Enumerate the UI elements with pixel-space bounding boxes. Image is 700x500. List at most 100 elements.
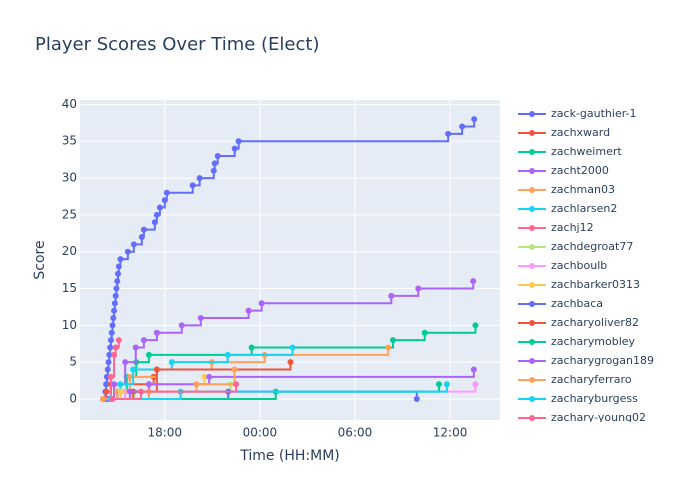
data-point xyxy=(117,256,124,263)
legend-marker xyxy=(529,301,535,307)
y-tick-label: 10 xyxy=(62,318,77,332)
legend-label: zacharymobley xyxy=(551,335,636,348)
data-point xyxy=(105,359,112,366)
legend-marker xyxy=(529,111,535,117)
data-point xyxy=(103,388,110,395)
legend-label: zachlarsen2 xyxy=(551,202,617,215)
legend-label: zachj12 xyxy=(551,221,594,234)
data-point xyxy=(421,329,428,336)
data-point xyxy=(388,292,395,299)
x-tick-label: 06:00 xyxy=(338,426,373,440)
data-point xyxy=(106,351,113,358)
data-point xyxy=(470,366,477,373)
legend-marker xyxy=(529,415,535,421)
legend-marker xyxy=(529,377,535,383)
data-point xyxy=(470,278,477,285)
data-point xyxy=(258,300,265,307)
x-tick-label: 12:00 xyxy=(433,426,468,440)
data-point xyxy=(109,322,116,329)
data-point xyxy=(390,337,397,344)
data-point xyxy=(413,396,420,403)
data-point xyxy=(178,322,185,329)
data-point xyxy=(287,359,294,366)
data-point xyxy=(248,344,255,351)
data-point xyxy=(111,307,118,314)
data-point xyxy=(385,344,392,351)
data-point xyxy=(111,351,118,358)
data-point xyxy=(138,388,145,395)
data-point xyxy=(196,175,203,182)
data-point xyxy=(197,314,204,321)
data-point xyxy=(231,145,238,152)
data-point xyxy=(124,248,131,255)
x-tick-label: 18:00 xyxy=(147,426,182,440)
data-point xyxy=(113,285,120,292)
data-point xyxy=(435,381,442,388)
data-point xyxy=(201,373,208,380)
data-point xyxy=(235,138,242,145)
legend-marker xyxy=(529,282,535,288)
legend-label: zacht2000 xyxy=(551,164,609,177)
data-point xyxy=(231,366,238,373)
legend-label: zachxward xyxy=(551,126,610,139)
legend-label: zachdegroat77 xyxy=(551,240,633,253)
data-point xyxy=(153,366,160,373)
legend-label: zachman03 xyxy=(551,183,615,196)
y-tick-label: 15 xyxy=(62,281,77,295)
data-point xyxy=(472,381,479,388)
legend-marker xyxy=(529,358,535,364)
data-point xyxy=(109,396,116,403)
legend-label: zacharyferraro xyxy=(551,373,632,386)
data-point xyxy=(445,130,452,137)
y-tick-label: 5 xyxy=(69,355,77,369)
data-point xyxy=(211,160,218,167)
x-axis-title: Time (HH:MM) xyxy=(239,448,340,464)
data-point xyxy=(115,270,122,277)
data-point xyxy=(443,381,450,388)
legend-marker xyxy=(529,130,535,136)
data-point xyxy=(415,285,422,292)
x-tick-label: 00:00 xyxy=(243,426,278,440)
data-point xyxy=(153,211,160,218)
data-point xyxy=(117,381,124,388)
legend-label: zacharyburgess xyxy=(551,392,638,405)
data-point xyxy=(471,116,478,123)
data-point xyxy=(99,396,106,403)
data-point xyxy=(459,123,466,130)
data-point xyxy=(193,381,200,388)
data-point xyxy=(130,366,137,373)
y-axis-title: Score xyxy=(32,240,48,279)
data-point xyxy=(206,373,213,380)
y-tick-label: 35 xyxy=(62,134,77,148)
data-point xyxy=(112,344,119,351)
data-point xyxy=(122,359,129,366)
data-point xyxy=(107,337,114,344)
y-tick-label: 30 xyxy=(62,171,77,185)
legend-marker xyxy=(529,244,535,250)
data-point xyxy=(114,278,121,285)
data-point xyxy=(107,373,114,380)
data-point xyxy=(126,388,133,395)
data-point xyxy=(168,359,175,366)
data-point xyxy=(163,189,170,196)
legend-label: zack-gauthier-1 xyxy=(551,107,637,120)
y-tick-label: 0 xyxy=(69,392,77,406)
legend-marker xyxy=(529,149,535,155)
data-point xyxy=(140,226,147,233)
data-point xyxy=(151,219,158,226)
data-point xyxy=(111,381,118,388)
data-point xyxy=(289,344,296,351)
legend-marker xyxy=(529,206,535,212)
y-tick-label: 25 xyxy=(62,207,77,221)
y-tick-label: 20 xyxy=(62,244,77,258)
data-point xyxy=(156,204,163,211)
data-point xyxy=(153,329,160,336)
data-point xyxy=(108,329,115,336)
data-point xyxy=(104,366,111,373)
data-point xyxy=(214,152,221,159)
legend-label: zachary-young02 xyxy=(551,411,646,424)
data-point xyxy=(145,351,152,358)
data-point xyxy=(111,300,118,307)
data-point xyxy=(210,167,217,174)
